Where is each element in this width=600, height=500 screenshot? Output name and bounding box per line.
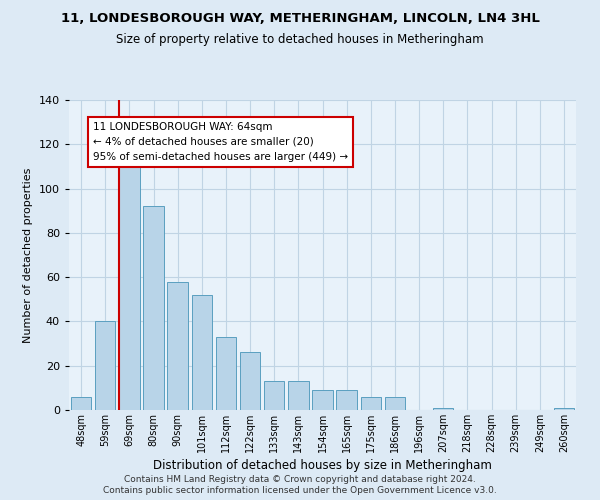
Bar xyxy=(312,390,333,410)
Bar xyxy=(167,282,188,410)
Bar xyxy=(554,408,574,410)
Text: Size of property relative to detached houses in Metheringham: Size of property relative to detached ho… xyxy=(116,32,484,46)
Bar xyxy=(143,206,164,410)
Bar xyxy=(288,381,308,410)
Text: 11, LONDESBOROUGH WAY, METHERINGHAM, LINCOLN, LN4 3HL: 11, LONDESBOROUGH WAY, METHERINGHAM, LIN… xyxy=(61,12,539,26)
Bar xyxy=(337,390,357,410)
Bar xyxy=(240,352,260,410)
Text: Contains HM Land Registry data © Crown copyright and database right 2024.: Contains HM Land Registry data © Crown c… xyxy=(124,475,476,484)
Bar xyxy=(71,396,91,410)
Bar xyxy=(264,381,284,410)
X-axis label: Distribution of detached houses by size in Metheringham: Distribution of detached houses by size … xyxy=(153,459,492,472)
Bar xyxy=(433,408,454,410)
Bar xyxy=(361,396,381,410)
Y-axis label: Number of detached properties: Number of detached properties xyxy=(23,168,33,342)
Bar xyxy=(95,322,115,410)
Text: Contains public sector information licensed under the Open Government Licence v3: Contains public sector information licen… xyxy=(103,486,497,495)
Text: 11 LONDESBOROUGH WAY: 64sqm
← 4% of detached houses are smaller (20)
95% of semi: 11 LONDESBOROUGH WAY: 64sqm ← 4% of deta… xyxy=(93,122,348,162)
Bar xyxy=(191,295,212,410)
Bar xyxy=(385,396,405,410)
Bar xyxy=(119,158,140,410)
Bar xyxy=(215,337,236,410)
